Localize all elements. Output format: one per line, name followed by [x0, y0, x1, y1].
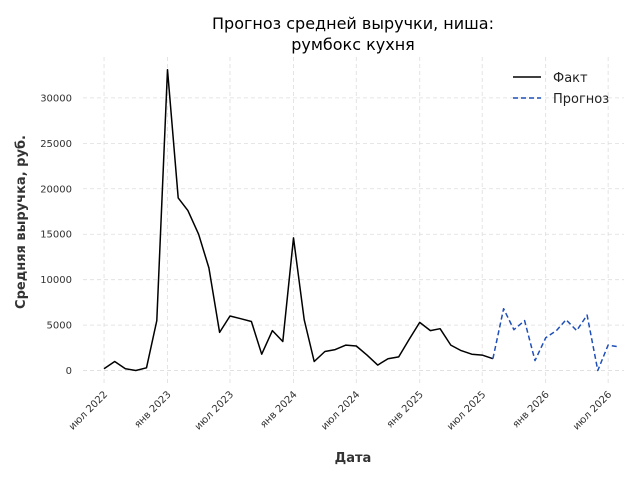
- x-tick-label: янв 2023: [133, 389, 174, 430]
- x-axis-ticks: июл 2022 янв 2023 июл 2023 янв 2024 июл 2024…: [67, 389, 614, 432]
- x-tick-label: июл 2025: [445, 389, 488, 432]
- y-axis-label: Средняя выручка, руб.: [14, 135, 29, 309]
- series-line-forecast: [492, 307, 619, 372]
- x-tick-label: июл 2022: [67, 389, 110, 432]
- y-tick-label: 15000: [40, 230, 72, 241]
- x-tick-label: июл 2024: [319, 389, 362, 432]
- legend-label-fact: Факт: [553, 71, 588, 86]
- grid: [83, 57, 624, 386]
- y-tick-label: 10000: [40, 275, 72, 286]
- chart-title-line-1: Прогноз средней выручки, ниша:: [212, 14, 494, 33]
- y-tick-label: 5000: [47, 321, 72, 332]
- y-tick-label: 30000: [40, 93, 72, 104]
- y-tick-label: 0: [66, 366, 72, 377]
- x-axis-label: Дата: [335, 451, 372, 466]
- y-tick-label: 20000: [40, 184, 72, 195]
- x-tick-label: янв 2025: [385, 389, 426, 430]
- series-line-fact: [103, 68, 494, 372]
- x-tick-label: янв 2026: [511, 389, 552, 430]
- legend: Факт Прогноз: [513, 71, 609, 107]
- y-axis-ticks: 0 5000 10000 15000 20000 25000 30000: [40, 93, 72, 377]
- chart-title-line-2: румбокс кухня: [291, 35, 415, 54]
- series-lines: [103, 68, 619, 372]
- y-tick-label: 25000: [40, 139, 72, 150]
- x-tick-label: июл 2023: [193, 389, 236, 432]
- x-tick-label: янв 2024: [259, 389, 300, 430]
- x-tick-label: июл 2026: [571, 389, 614, 432]
- legend-label-forecast: Прогноз: [553, 92, 609, 107]
